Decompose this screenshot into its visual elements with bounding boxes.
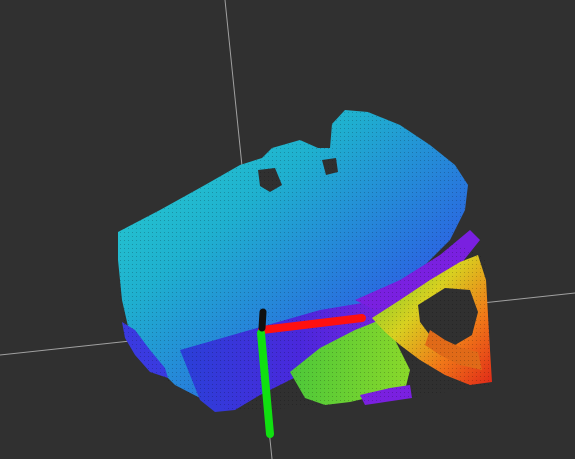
x-axis [258,314,366,334]
point-cloud [118,110,492,412]
y-axis [257,329,274,438]
z-axis [258,308,267,332]
origin-axes [257,308,366,438]
